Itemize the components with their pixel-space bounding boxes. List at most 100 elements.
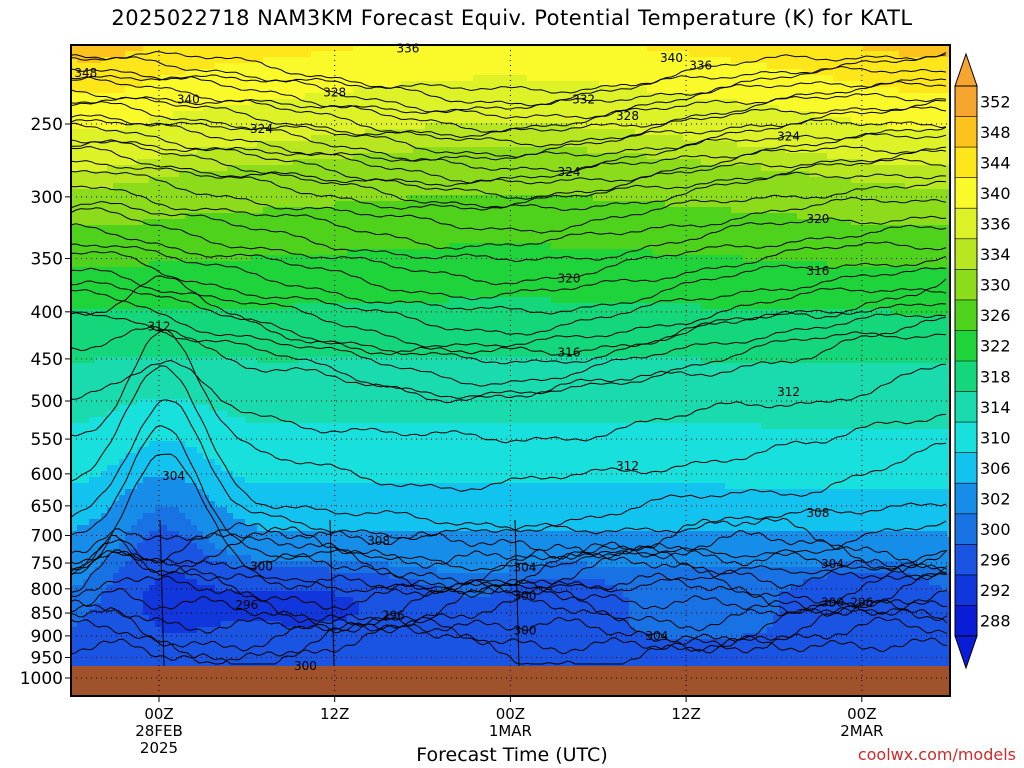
contour-line	[71, 359, 947, 444]
chart-title: 2025022718 NAM3KM Forecast Equiv. Potent…	[111, 6, 913, 30]
contour-line	[514, 519, 520, 667]
contour-label: 316	[806, 264, 829, 278]
contour-line	[71, 114, 947, 162]
contour-label: 312	[777, 385, 800, 399]
contour-label: 320	[806, 212, 829, 226]
colorbar: 352 348 344 340 336 334 330 326 322 318 314 310 306 3…	[954, 52, 1011, 670]
y-tick-label: 300	[31, 188, 63, 208]
x-tick-label: 00Z	[847, 705, 876, 723]
contour-line	[71, 50, 947, 94]
colorbar-top-arrow	[954, 52, 978, 87]
contour-line	[71, 122, 947, 184]
colorbar-swatch	[955, 238, 977, 270]
colorbar-swatch	[955, 269, 977, 301]
contour-line	[71, 275, 947, 356]
x-tick-label: 00Z	[496, 705, 525, 723]
contour-label: 308	[367, 534, 390, 548]
contour-label: 300	[514, 624, 537, 638]
contour-line	[71, 536, 948, 585]
contour-line	[71, 595, 948, 643]
contour-line	[71, 551, 948, 614]
colorbar-label: 352	[980, 92, 1011, 111]
y-tick-label: 1000	[20, 669, 63, 689]
contour-line	[159, 519, 165, 667]
colorbar-label: 340	[980, 184, 1011, 203]
contour-label: 324	[777, 130, 800, 144]
contour-label: 328	[616, 109, 639, 123]
contour-line	[71, 207, 947, 286]
colorbar-label: 318	[980, 367, 1011, 386]
contour-line	[329, 519, 335, 667]
colorbar-swatch	[955, 391, 977, 423]
colorbar-swatch	[955, 422, 977, 454]
contour-line	[71, 575, 948, 623]
contour-label: 336	[689, 59, 712, 73]
contour-line	[71, 243, 947, 315]
colorbar-swatch	[955, 483, 977, 515]
y-tick-label: 850	[31, 604, 63, 624]
contour-line	[71, 89, 947, 139]
contour-line	[71, 251, 947, 336]
contour-label: 340	[660, 51, 683, 65]
colorbar-swatch	[955, 574, 977, 606]
contour-label: 340	[177, 92, 200, 106]
contour-label: 332	[572, 92, 595, 106]
y-tick-label: 250	[31, 115, 63, 135]
contour-label: 316	[558, 346, 581, 360]
y-tick-label: 900	[31, 627, 63, 647]
colorbar-label: 336	[980, 215, 1011, 234]
plot-overlay: 348 340 336 340 336 328 332 328 324 324 324 320 320 3…	[20, 42, 951, 757]
colorbar-swatch	[955, 452, 977, 484]
contour-label: 300	[821, 596, 844, 610]
y-axis: 250 300 350 400 450 500 550 600 650 700 750 800 850 9…	[20, 115, 71, 689]
contour-line	[71, 311, 947, 399]
contour-line	[71, 365, 947, 533]
contour-line	[71, 160, 947, 212]
colorbar-label: 306	[980, 459, 1011, 478]
colorbar-bottom-arrow	[954, 635, 978, 670]
colorbar-label: 330	[980, 276, 1011, 295]
contour-label: 304	[821, 557, 844, 571]
colorbar-label: 296	[980, 551, 1011, 570]
colorbar-swatch	[955, 86, 977, 118]
colorbar-label: 288	[980, 612, 1011, 631]
contour-line	[71, 289, 947, 387]
y-tick-label: 700	[31, 526, 63, 546]
contour-line	[71, 96, 947, 148]
grid	[71, 45, 950, 696]
x-axis-label: Forecast Time (UTC)	[416, 744, 608, 766]
y-tick-label: 550	[31, 430, 63, 450]
contour-line	[71, 65, 947, 114]
contour-line	[71, 624, 948, 665]
contour-label: 348	[74, 66, 97, 80]
contour-labels: 348 340 336 340 336 328 332 328 324 324 324 320 320 3…	[74, 42, 873, 673]
colorbar-label: 334	[980, 245, 1011, 264]
footer-credit: coolwx.com/models	[857, 745, 1016, 764]
contour-line	[71, 267, 947, 348]
colorbar-label: 344	[980, 153, 1011, 172]
y-tick-label: 600	[31, 465, 63, 485]
contour-label: 300	[294, 659, 317, 673]
colorbar-swatch	[955, 513, 977, 545]
y-tick-label: 450	[31, 350, 63, 370]
contour-line	[71, 425, 947, 572]
colorbar-label: 310	[980, 428, 1011, 447]
contour-line	[71, 329, 947, 492]
contour-label: 312	[148, 320, 171, 334]
y-tick-label: 500	[31, 392, 63, 412]
colorbar-label: 326	[980, 306, 1011, 325]
contour-line	[71, 223, 947, 301]
contour-line	[71, 139, 947, 187]
y-tick-label: 350	[31, 249, 63, 269]
contour-label: 300	[514, 589, 537, 603]
colorbar-swatch	[955, 330, 977, 362]
contour-label: 296	[235, 598, 258, 612]
colorbar-swatch	[955, 544, 977, 576]
contour-line	[71, 399, 947, 541]
contour-line	[71, 200, 947, 263]
contour-line	[71, 74, 947, 120]
contour-label: 296	[382, 608, 405, 622]
theta-e-field	[71, 45, 950, 670]
y-tick-label: 950	[31, 649, 63, 669]
colorbar-label: 348	[980, 123, 1011, 142]
